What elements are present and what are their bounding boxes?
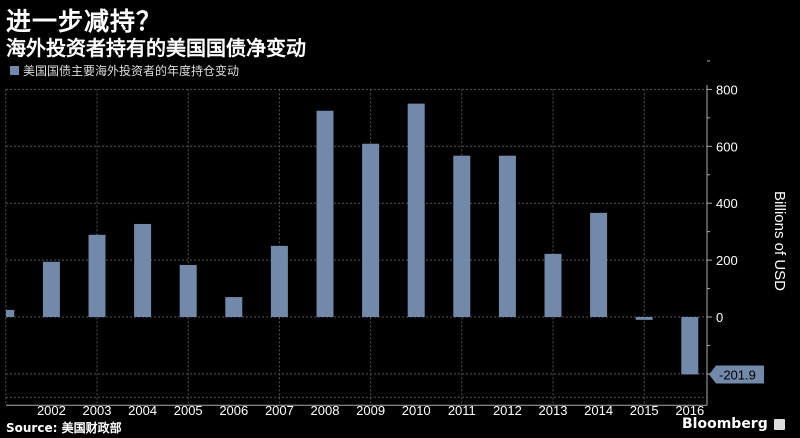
legend-label: 美国国债主要海外投资者的年度持仓变动 [23,64,240,78]
x-tick-label: 2013 [539,403,568,418]
bar-2009 [362,143,380,317]
bar-2011 [453,155,471,317]
y-axis-label: Billions of USD [771,191,788,291]
value-callout [709,365,764,384]
legend: 美国国债主要海外投资者的年度持仓变动 [10,62,239,79]
source-value: 美国财政部 [61,421,122,435]
bar-2006 [225,297,243,317]
x-tick-label: 2004 [128,403,157,418]
x-tick-label: 2006 [219,403,248,418]
y-tick-label: 0 [716,310,723,325]
source-label: Source: [6,421,58,435]
bar-2007 [270,245,288,317]
x-tick-label: 2012 [493,403,522,418]
y-tick-label: 600 [716,139,738,154]
x-tick-label: 2016 [675,403,704,418]
source-note: Source: 美国财政部 [6,419,122,436]
bar-2010 [407,103,425,317]
x-tick-label: 2011 [448,403,476,418]
x-tick-label: 2015 [630,403,659,418]
bar-2012 [498,155,516,317]
chart-title: 进一步减持？ [6,7,163,36]
chart-subtitle: 海外投资者持有的美国国债净变动 [6,36,306,60]
y-tick-label: 200 [716,253,738,268]
bloomberg-logo: Bloomberg [682,416,785,432]
x-tick-label: 2014 [584,403,613,418]
bar-2013 [544,253,562,317]
x-tick-label: 2009 [356,403,385,418]
bar-2015 [635,317,653,320]
bar-2016 [681,317,699,375]
x-tick-label: 2008 [311,403,340,418]
x-tick-label: 2010 [402,403,431,418]
x-tick-label: 2005 [174,403,203,418]
x-tick-label: 2002 [37,403,66,418]
bar-2005 [179,264,197,317]
bar-2004 [134,223,152,317]
chart-icon [773,418,785,430]
y-tick-label: 800 [716,82,738,97]
bar-2008 [316,110,334,317]
bar-2002 [42,261,60,317]
bar-2001 [6,309,15,317]
bar-2003 [88,234,106,317]
legend-swatch [10,66,19,75]
y-tick-label: 400 [716,196,738,211]
brand-text: Bloomberg [682,416,768,432]
x-tick-label: 2007 [265,403,294,418]
x-tick-label: 2003 [83,403,112,418]
bar-2014 [590,212,608,317]
callout-label: -201.9 [719,367,756,382]
